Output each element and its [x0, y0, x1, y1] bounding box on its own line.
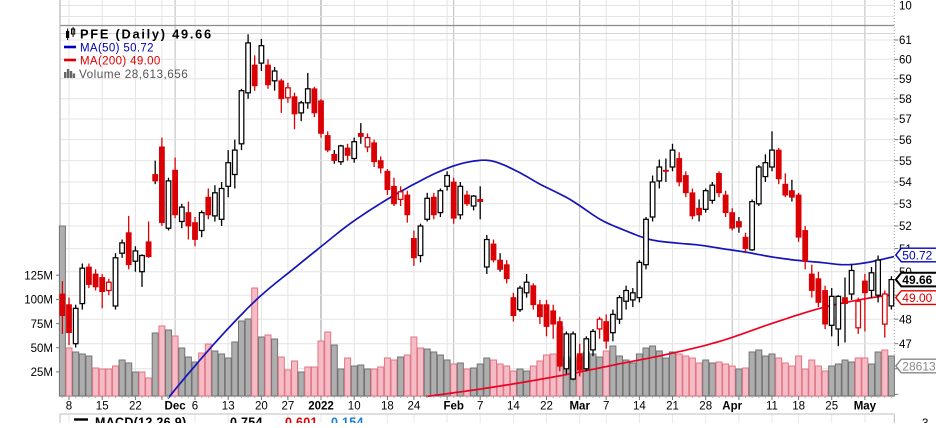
svg-text:18: 18	[381, 401, 394, 413]
svg-text:7: 7	[477, 401, 483, 413]
svg-text:10: 10	[348, 401, 361, 413]
svg-text:22: 22	[540, 401, 553, 413]
svg-text:Feb: Feb	[443, 401, 463, 413]
svg-text:MACD(12,26,9): MACD(12,26,9)	[95, 416, 186, 424]
svg-text:Mar: Mar	[569, 401, 590, 413]
svg-text:24: 24	[408, 401, 421, 413]
svg-text:55: 55	[899, 156, 912, 168]
svg-text:Volume 28,613,656: Volume 28,613,656	[79, 67, 188, 81]
svg-text:0.754,: 0.754,	[230, 416, 267, 424]
svg-text:7: 7	[603, 401, 609, 413]
svg-text:47: 47	[899, 339, 912, 351]
svg-text:28613: 28613	[902, 359, 936, 373]
svg-text:49.66: 49.66	[902, 273, 932, 287]
svg-text:Apr: Apr	[722, 401, 742, 413]
svg-text:25: 25	[825, 401, 838, 413]
svg-text:2022: 2022	[308, 401, 334, 413]
svg-text:13: 13	[222, 401, 235, 413]
svg-text:MA(200) 49.00: MA(200) 49.00	[80, 56, 161, 68]
svg-text:11: 11	[766, 401, 778, 413]
svg-text:0.154: 0.154	[331, 416, 364, 424]
svg-text:15: 15	[96, 401, 109, 413]
svg-text:21: 21	[666, 401, 679, 413]
svg-text:Dec: Dec	[165, 401, 187, 413]
svg-text:75M: 75M	[31, 319, 53, 331]
svg-text:125M: 125M	[24, 270, 53, 282]
svg-text:50M: 50M	[31, 343, 53, 355]
svg-text:0.601,: 0.601,	[285, 416, 322, 424]
svg-text:58: 58	[899, 94, 912, 106]
svg-text:14: 14	[633, 401, 646, 413]
svg-text:56: 56	[899, 135, 912, 147]
svg-text:59: 59	[899, 74, 912, 86]
svg-text:28: 28	[699, 401, 712, 413]
svg-text:PFE (Daily) 49.66: PFE (Daily) 49.66	[80, 27, 213, 42]
svg-text:52: 52	[899, 221, 912, 233]
svg-text:60: 60	[899, 55, 912, 67]
svg-text:100M: 100M	[24, 295, 53, 307]
svg-text:22: 22	[129, 401, 142, 413]
svg-text:10: 10	[899, 1, 912, 13]
svg-text:6: 6	[192, 401, 198, 413]
svg-text:50.72: 50.72	[902, 248, 932, 262]
svg-text:3: 3	[922, 418, 928, 423]
svg-text:53: 53	[899, 199, 912, 211]
svg-text:48: 48	[899, 314, 912, 326]
svg-text:49.00: 49.00	[902, 291, 932, 305]
svg-text:18: 18	[792, 401, 805, 413]
svg-text:14: 14	[507, 401, 520, 413]
svg-text:20: 20	[255, 401, 268, 413]
svg-text:61: 61	[899, 35, 912, 47]
svg-text:May: May	[854, 401, 877, 413]
svg-text:MA(50) 50.72: MA(50) 50.72	[80, 43, 154, 55]
svg-text:8: 8	[66, 401, 72, 413]
svg-text:27: 27	[282, 401, 295, 413]
svg-text:54: 54	[899, 177, 912, 189]
svg-text:25M: 25M	[31, 367, 53, 379]
svg-text:57: 57	[899, 114, 912, 126]
